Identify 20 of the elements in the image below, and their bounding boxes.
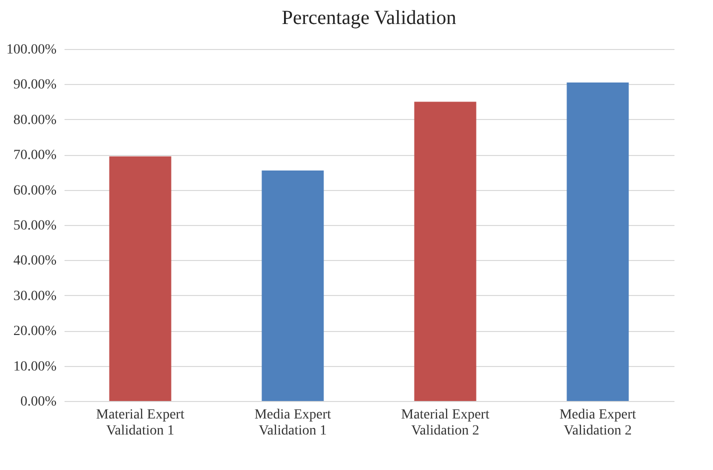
y-tick-label: 60.00% [13,183,57,198]
y-tick-label: 50.00% [13,218,57,234]
x-tick-label: Material Expert Validation 1 [96,408,184,438]
y-tick-label: 10.00% [13,359,57,374]
bar [414,102,476,401]
x-tick-label: Material Expert Validation 2 [401,408,490,438]
bar [262,170,324,401]
y-tick-label: 100.00% [6,42,57,58]
bar [566,82,629,401]
y-tick-label: 0.00% [20,394,57,410]
y-tick-label: 70.00% [13,148,57,164]
y-tick-label: 20.00% [13,324,57,340]
y-tick-label: 30.00% [13,288,57,304]
chart-title: Percentage Validation [282,7,456,29]
y-tick-label: 90.00% [13,78,57,93]
x-tick-label: Media Expert Validation 2 [559,408,636,438]
x-tick-label: Media Expert Validation 1 [254,408,332,438]
bar [109,156,172,401]
y-tick-label: 40.00% [13,254,57,269]
y-tick-label: 80.00% [13,112,57,128]
